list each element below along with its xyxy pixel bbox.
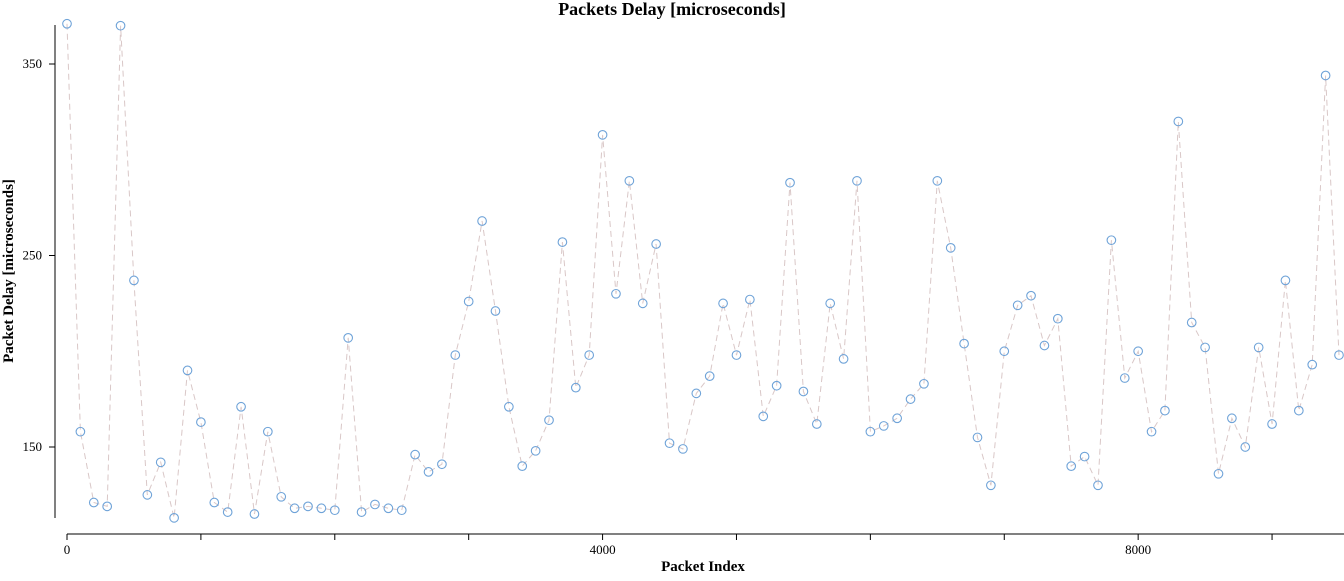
data-point <box>518 462 527 471</box>
data-point <box>411 450 420 459</box>
data-point <box>719 299 728 308</box>
x-tick-label: 0 <box>64 542 71 557</box>
y-tick-label: 350 <box>23 56 43 71</box>
axes: 150 250 350 0 4000 8000 <box>23 25 1344 557</box>
x-tick-label: 8000 <box>1125 542 1151 557</box>
data-point <box>397 506 406 515</box>
data-point <box>223 508 232 517</box>
chart-title: Packets Delay [microseconds] <box>558 0 786 19</box>
data-point <box>531 447 540 456</box>
x-axis-label: Packet Index <box>661 559 745 575</box>
data-point <box>893 414 902 423</box>
data-point <box>197 418 206 427</box>
data-point <box>1080 452 1089 461</box>
y-tick-label: 250 <box>23 248 43 263</box>
data-point <box>839 355 848 364</box>
x-tick-label: 4000 <box>590 542 616 557</box>
y-axis-label: Packet Delay [microseconds] <box>1 179 17 363</box>
series-line <box>67 24 1339 518</box>
data-point <box>1308 360 1317 369</box>
data-point <box>384 504 393 513</box>
data-point <box>424 468 433 477</box>
series-line-group <box>67 24 1339 518</box>
data-points <box>63 19 1344 522</box>
y-tick-label: 150 <box>23 439 43 454</box>
data-point <box>464 297 473 306</box>
data-point <box>826 299 835 308</box>
data-point <box>906 395 915 404</box>
